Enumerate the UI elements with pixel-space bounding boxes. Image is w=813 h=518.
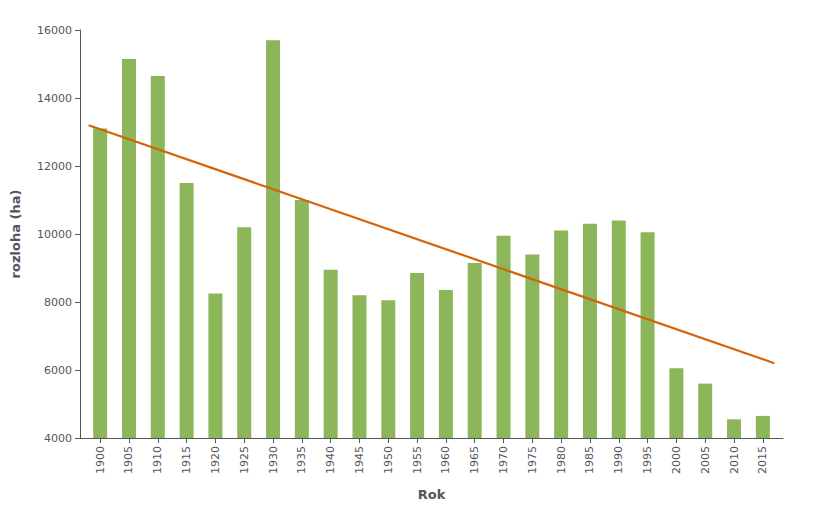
svg-text:1945: 1945 xyxy=(353,446,366,474)
svg-text:1990: 1990 xyxy=(612,446,625,474)
svg-text:1995: 1995 xyxy=(641,446,654,474)
svg-text:16000: 16000 xyxy=(37,24,72,37)
svg-text:rozloha (ha): rozloha (ha) xyxy=(8,190,23,279)
svg-text:1920: 1920 xyxy=(209,446,222,474)
svg-text:12000: 12000 xyxy=(37,160,72,173)
svg-text:2005: 2005 xyxy=(699,446,712,474)
svg-text:1915: 1915 xyxy=(180,446,193,474)
svg-text:1965: 1965 xyxy=(468,446,481,474)
svg-text:2000: 2000 xyxy=(670,446,683,474)
svg-text:4000: 4000 xyxy=(44,432,72,445)
svg-text:1955: 1955 xyxy=(411,446,424,474)
svg-text:1925: 1925 xyxy=(238,446,251,474)
svg-text:1950: 1950 xyxy=(382,446,395,474)
svg-text:1940: 1940 xyxy=(324,446,337,474)
svg-text:1985: 1985 xyxy=(583,446,596,474)
svg-text:1960: 1960 xyxy=(439,446,452,474)
svg-text:14000: 14000 xyxy=(37,92,72,105)
svg-text:1980: 1980 xyxy=(555,446,568,474)
svg-text:10000: 10000 xyxy=(37,228,72,241)
svg-text:6000: 6000 xyxy=(44,364,72,377)
svg-text:2010: 2010 xyxy=(728,446,741,474)
svg-text:1900: 1900 xyxy=(94,446,107,474)
svg-text:1930: 1930 xyxy=(267,446,280,474)
svg-text:1975: 1975 xyxy=(526,446,539,474)
svg-text:2015: 2015 xyxy=(756,446,769,474)
svg-text:1970: 1970 xyxy=(497,446,510,474)
svg-text:1910: 1910 xyxy=(151,446,164,474)
svg-text:1905: 1905 xyxy=(122,446,135,474)
svg-text:8000: 8000 xyxy=(44,296,72,309)
svg-text:Rok: Rok xyxy=(418,487,446,502)
svg-text:1935: 1935 xyxy=(295,446,308,474)
